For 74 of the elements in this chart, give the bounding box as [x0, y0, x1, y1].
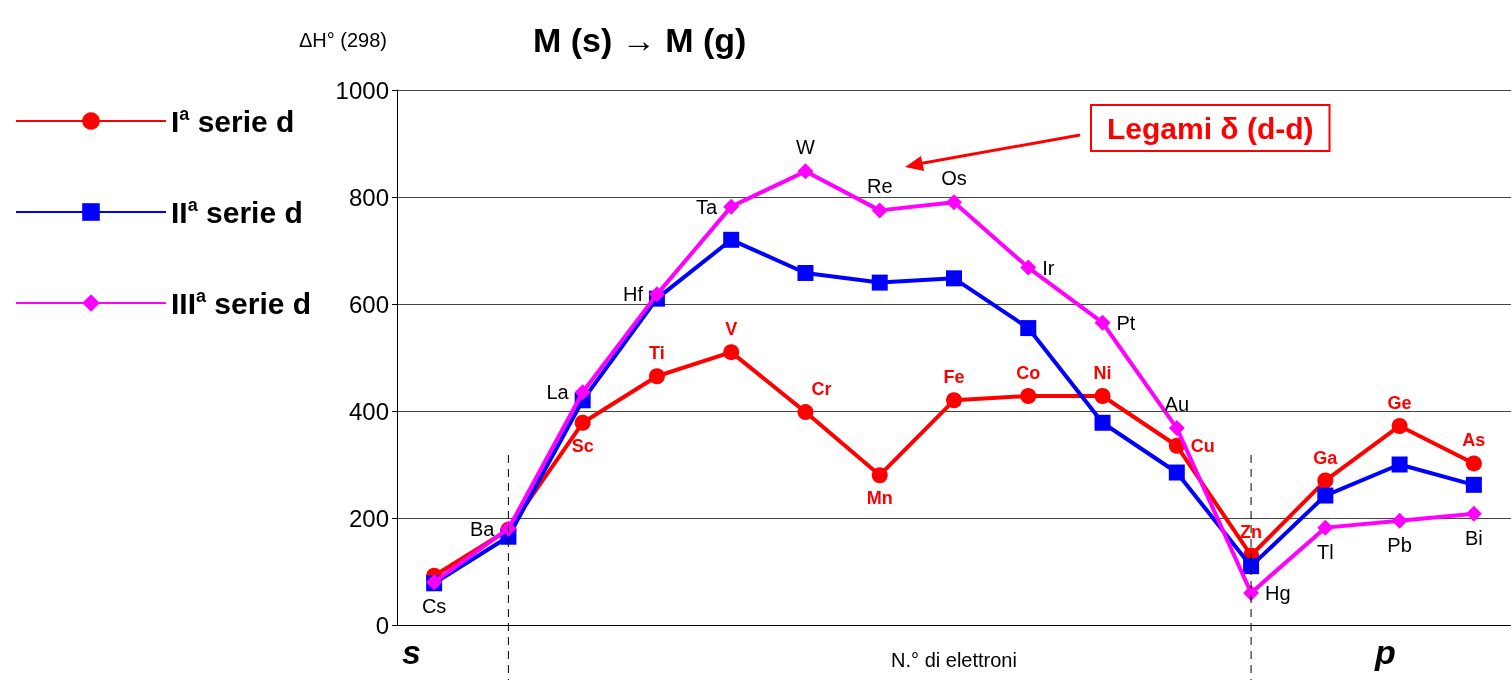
- point: [1465, 476, 1482, 493]
- data-label: Ti: [649, 343, 665, 364]
- point: [1391, 417, 1408, 434]
- point: [1243, 558, 1260, 575]
- data-label: Pb: [1387, 533, 1412, 556]
- data-label: Au: [1164, 393, 1190, 416]
- data-label: Hf: [622, 283, 644, 306]
- point: [1317, 472, 1334, 489]
- y-tick-label: 400: [348, 397, 389, 425]
- text: s: [402, 633, 421, 671]
- data-label: Ni: [1093, 363, 1112, 384]
- annotation: Legami δ (d-d): [1107, 111, 1314, 145]
- point: [871, 202, 888, 219]
- point: [797, 264, 814, 281]
- data-label: W: [796, 136, 816, 159]
- point: [871, 467, 888, 484]
- data-label: Ge: [1387, 392, 1412, 413]
- x-axis-title: N.° di elettroni: [891, 649, 1017, 671]
- point: [1465, 505, 1482, 522]
- point: [723, 198, 740, 215]
- point: [1020, 320, 1037, 337]
- point: [723, 231, 740, 248]
- data-label: Fe: [943, 367, 965, 388]
- data-label: Cu: [1190, 435, 1215, 456]
- data-label: Cs: [421, 595, 447, 618]
- point: [1094, 314, 1111, 331]
- point: [574, 414, 591, 431]
- y-tick-label: 200: [348, 504, 389, 532]
- data-label: Mn: [866, 488, 893, 509]
- data-label: Ta: [696, 195, 719, 218]
- point: [648, 286, 665, 303]
- y-tick-label: 0: [375, 611, 389, 639]
- point: [1317, 519, 1334, 536]
- point: [797, 404, 814, 421]
- data-label: As: [1462, 430, 1486, 451]
- text: p: [1374, 633, 1396, 671]
- data-label: Pt: [1116, 311, 1136, 334]
- y-tick-label: 800: [348, 183, 389, 211]
- point: [1094, 414, 1111, 431]
- point: [1168, 420, 1185, 437]
- point: [648, 368, 665, 385]
- point: [1168, 464, 1185, 481]
- point: [1465, 455, 1482, 472]
- y-tick-label: 1000: [335, 76, 389, 104]
- data-label: Os: [941, 167, 967, 190]
- data-label: Zn: [1240, 522, 1263, 543]
- point: [1020, 388, 1037, 405]
- point: [797, 163, 814, 180]
- point: [1020, 259, 1037, 276]
- y-tick-label: 600: [348, 290, 389, 318]
- chart-title: M (s) → M (g): [533, 21, 747, 59]
- data-label: Ga: [1313, 447, 1339, 468]
- data-label: La: [546, 381, 570, 404]
- y-axis-title: ΔH° (298): [298, 29, 387, 51]
- point: [871, 274, 888, 291]
- data-label: Re: [866, 175, 893, 198]
- point: [946, 270, 962, 287]
- data-label: Cr: [811, 379, 832, 400]
- point: [946, 194, 962, 211]
- data-label: Bi: [1464, 526, 1483, 549]
- data-label: Hg: [1265, 581, 1291, 604]
- point: [723, 344, 740, 361]
- point: [574, 384, 591, 401]
- point: [1094, 388, 1111, 405]
- data-label: Sc: [571, 435, 594, 456]
- point: [1391, 512, 1408, 529]
- point: [1391, 456, 1408, 473]
- data-label: Ba: [469, 517, 496, 540]
- data-label: V: [725, 319, 738, 340]
- data-label: Tl: [1317, 540, 1334, 563]
- data-label: Ir: [1042, 256, 1055, 279]
- data-label: Co: [1016, 363, 1041, 384]
- point: [1317, 487, 1334, 504]
- point: [946, 392, 962, 409]
